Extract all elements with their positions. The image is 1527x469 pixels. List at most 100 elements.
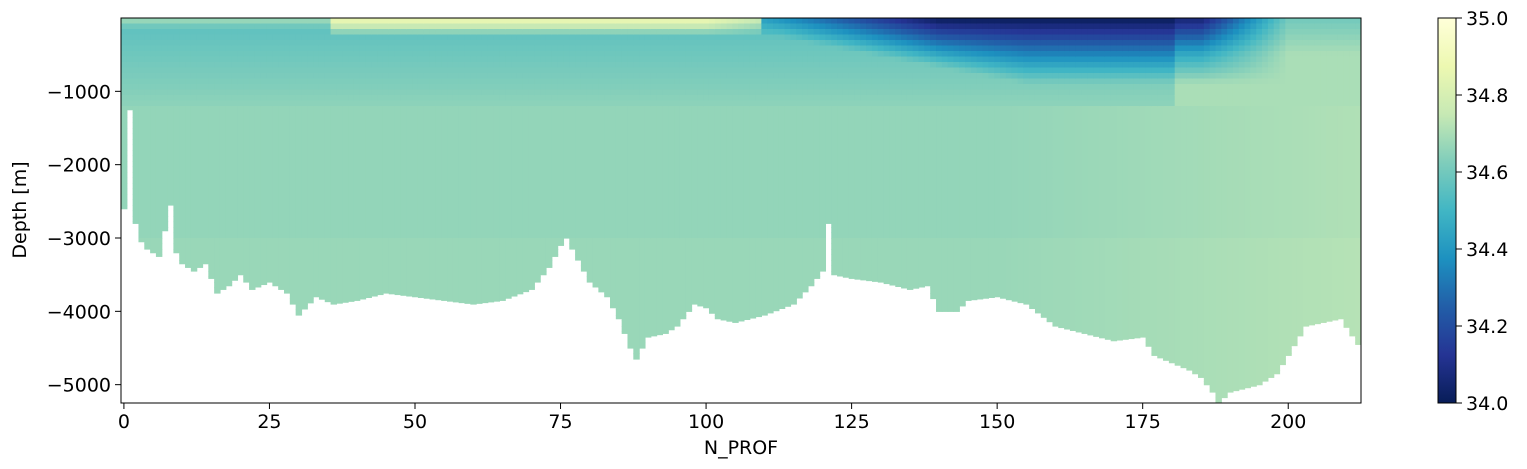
heatmap-cell [208, 101, 214, 107]
heatmap-cell [692, 299, 698, 305]
heatmap-cell [430, 216, 436, 222]
heatmap-cell [441, 29, 447, 35]
heatmap-cell [459, 150, 465, 156]
heatmap-cell [138, 84, 144, 90]
heatmap-cell [703, 222, 709, 228]
heatmap-cell [232, 150, 238, 156]
heatmap-cell [534, 35, 540, 41]
heatmap-cell [424, 189, 430, 195]
heatmap-cell [546, 145, 552, 151]
heatmap-cell [360, 200, 366, 206]
heatmap-cell [156, 211, 162, 217]
heatmap-cell [424, 150, 430, 156]
heatmap-cell [494, 62, 500, 68]
heatmap-cell [220, 68, 226, 74]
heatmap-cell [243, 106, 249, 112]
heatmap-cell [418, 189, 424, 195]
heatmap-cell [697, 84, 703, 90]
heatmap-cell [191, 18, 197, 24]
heatmap-cell [622, 139, 628, 145]
heatmap-cell [226, 18, 232, 24]
heatmap-cell [272, 194, 278, 200]
heatmap-cell [342, 183, 348, 189]
heatmap-cell [459, 288, 465, 294]
heatmap-cell [371, 150, 377, 156]
heatmap-cell [325, 172, 331, 178]
heatmap-cell [173, 29, 179, 35]
heatmap-cell [383, 227, 389, 233]
heatmap-cell [464, 260, 470, 266]
heatmap-cell [459, 156, 465, 162]
heatmap-cell [371, 62, 377, 68]
heatmap-cell [662, 194, 668, 200]
heatmap-cell [668, 57, 674, 63]
heatmap-cell [237, 260, 243, 266]
heatmap-cell [686, 299, 692, 305]
heatmap-cell [400, 211, 406, 217]
heatmap-cell [511, 134, 517, 140]
heatmap-cell [144, 73, 150, 79]
heatmap-cell [319, 172, 325, 178]
heatmap-cell [662, 161, 668, 167]
heatmap-cell [703, 167, 709, 173]
heatmap-cell [587, 145, 593, 151]
heatmap-cell [470, 178, 476, 184]
heatmap-cell [563, 172, 569, 178]
heatmap-cell [412, 255, 418, 261]
heatmap-cell [558, 95, 564, 101]
heatmap-cell [197, 156, 203, 162]
heatmap-cell [336, 106, 342, 112]
heatmap-cell [168, 62, 174, 68]
heatmap-cell [395, 24, 401, 30]
heatmap-cell [255, 183, 261, 189]
heatmap-cell [400, 57, 406, 63]
heatmap-cell [703, 95, 709, 101]
heatmap-cell [464, 216, 470, 222]
heatmap-cell [203, 101, 209, 107]
heatmap-cell [488, 128, 494, 134]
heatmap-cell [272, 260, 278, 266]
heatmap-cell [173, 139, 179, 145]
heatmap-cell [616, 95, 622, 101]
heatmap-cell [505, 282, 511, 288]
heatmap-cell [540, 216, 546, 222]
heatmap-cell [517, 128, 523, 134]
heatmap-cell [371, 156, 377, 162]
heatmap-cell [313, 95, 319, 101]
heatmap-cell [144, 161, 150, 167]
heatmap-cell [424, 227, 430, 233]
heatmap-cell [686, 227, 692, 233]
heatmap-cell [523, 95, 529, 101]
heatmap-cell [651, 167, 657, 173]
heatmap-cell [267, 233, 273, 239]
heatmap-cell [389, 216, 395, 222]
heatmap-cell [313, 161, 319, 167]
heatmap-cell [400, 145, 406, 151]
heatmap-cell [697, 167, 703, 173]
heatmap-cell [540, 222, 546, 228]
heatmap-cell [383, 73, 389, 79]
heatmap-cell [144, 178, 150, 184]
heatmap-cell [383, 200, 389, 206]
heatmap-cell [569, 227, 575, 233]
heatmap-cell [476, 277, 482, 283]
heatmap-cell [232, 205, 238, 211]
heatmap-cell [272, 266, 278, 272]
heatmap-cell [354, 271, 360, 277]
heatmap-cell [162, 216, 168, 222]
heatmap-cell [558, 128, 564, 134]
heatmap-cell [476, 134, 482, 140]
heatmap-cell [604, 29, 610, 35]
heatmap-cell [540, 139, 546, 145]
heatmap-cell [523, 145, 529, 151]
heatmap-cell [511, 90, 517, 96]
heatmap-cell [435, 95, 441, 101]
heatmap-cell [639, 161, 645, 167]
heatmap-cell [680, 117, 686, 123]
heatmap-cell [173, 40, 179, 46]
heatmap-cell [214, 266, 220, 272]
heatmap-cell [593, 112, 599, 118]
heatmap-cell [208, 79, 214, 85]
heatmap-cell [633, 46, 639, 52]
heatmap-cell [453, 29, 459, 35]
